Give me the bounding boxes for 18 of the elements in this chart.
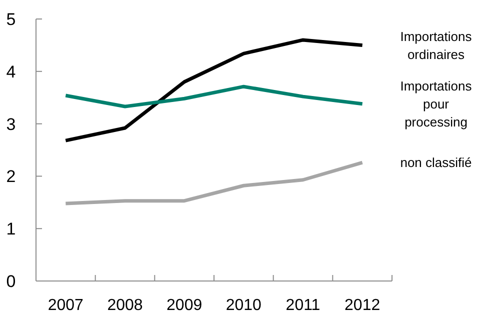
y-tick-label: 0 xyxy=(6,272,16,291)
x-tick-label: 2010 xyxy=(226,297,262,314)
y-tick-label: 5 xyxy=(6,10,16,29)
line-series xyxy=(64,84,364,108)
y-tick-label: 3 xyxy=(6,114,16,134)
text: Importations ordinaires xyxy=(400,28,472,62)
x-tick-label: 2011 xyxy=(286,297,320,314)
y-tick-label: 1 xyxy=(6,220,16,239)
text: Importations pour processing xyxy=(400,78,472,130)
line-series xyxy=(64,38,364,142)
text: non classifié xyxy=(400,155,472,170)
y-tick-label: 2 xyxy=(6,167,16,186)
x-tick-label: 2008 xyxy=(107,297,143,314)
x-tick-label: 2007 xyxy=(48,297,84,314)
y-tick-label: 4 xyxy=(6,62,16,82)
x-tick-label: 2009 xyxy=(166,297,202,314)
x-tick-label: 2012 xyxy=(344,297,380,314)
line-series xyxy=(64,160,364,206)
